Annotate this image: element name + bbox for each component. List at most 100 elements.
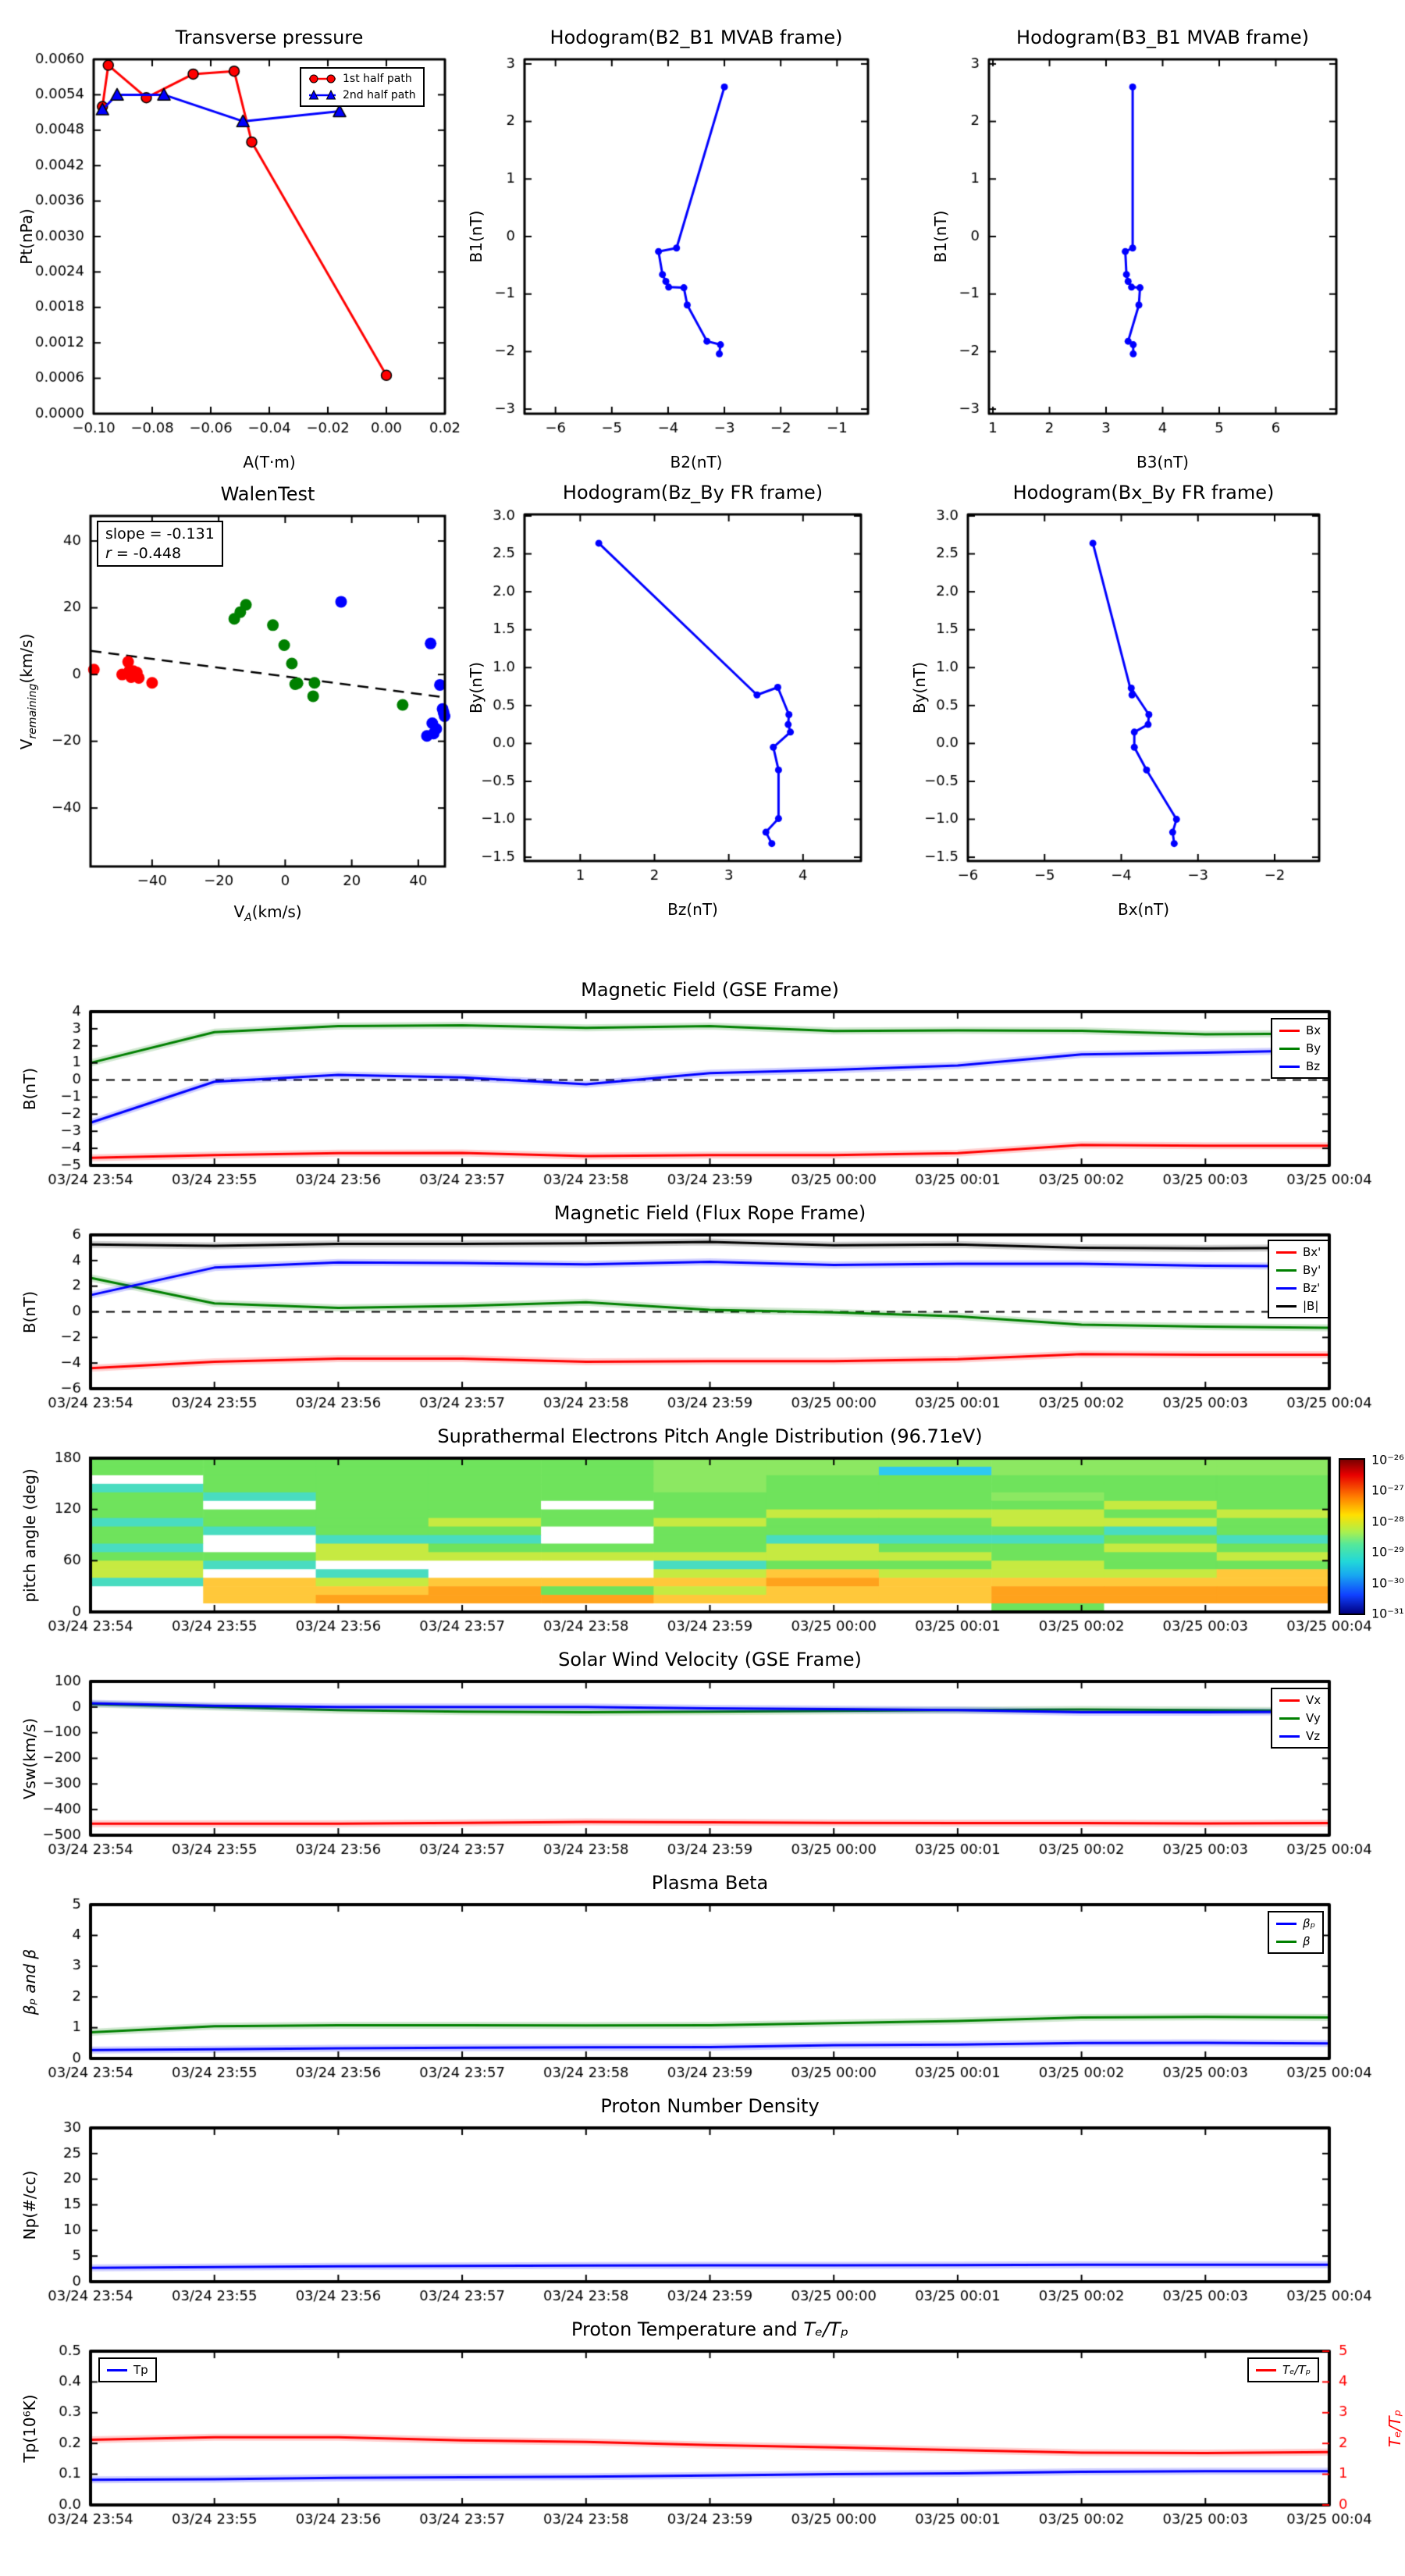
panel-title: Suprathermal Electrons Pitch Angle Distr… [437,1425,983,1447]
y-axis-label: Vremaining(km/s) [17,633,39,749]
plot-title: Hodogram(B2_B1 MVAB frame) [550,27,843,48]
legend-entry: Bx [1279,1023,1321,1037]
legend-entry: Bz [1279,1059,1321,1073]
plot-title: Transverse pressure [175,27,364,48]
line-swatch-icon [1276,1268,1297,1272]
x-axis-label: VA(km/s) [233,902,301,924]
line-swatch-icon [1279,1029,1300,1032]
plot-walen-test: WalenTest VA(km/s) Vremaining(km/s) slop… [16,483,523,927]
legend-tp: Tp [98,2357,157,2382]
hodogram-b2-b1-canvas [450,27,946,475]
plot-transverse-pressure: Transverse pressure A(T·m) Pt(nPa) 1st h… [17,27,523,475]
legend-entry: Bz' [1276,1281,1321,1295]
legend-label: 1st half path [343,73,412,85]
ylabel-sub: remaining [27,683,39,739]
y-axis-label: By(nT) [467,661,486,714]
circle-line-swatch-icon [309,74,336,84]
legend-label: Bx' [1303,1245,1321,1259]
colorbar: 10⁻²⁶ 10⁻²⁷ 10⁻²⁸ 10⁻²⁹ 10⁻³⁰ 10⁻³¹ [1339,1453,1404,1621]
legend: Vx Vy Vz [1271,1688,1330,1749]
panel-pitch-angle-distribution: Suprathermal Electrons Pitch Angle Distr… [16,1425,1405,1673]
colorbar-tick-label: 10⁻²⁹ [1371,1544,1404,1560]
legend-entry: Vx [1279,1693,1321,1707]
legend-label: |B| [1303,1299,1319,1313]
panel-magnetic-field-gse: Magnetic Field (GSE Frame) B(nT) Bx By B… [16,979,1405,1226]
line-swatch-icon [1276,1286,1297,1290]
y-axis-label: B1(nT) [467,210,486,263]
colorbar-tick-label: 10⁻²⁸ [1371,1514,1404,1529]
plot-title: WalenTest [220,483,315,505]
legend-entry: Bx' [1276,1245,1321,1259]
y-axis-label: B1(nT) [931,210,950,263]
ylabel-unit: (km/s) [17,633,36,684]
hodogram-bx-by-canvas [893,482,1397,922]
legend-tetp: Tₑ/Tₚ [1247,2357,1320,2382]
plot-hodogram-b2-b1: Hodogram(B2_B1 MVAB frame) B2(nT) B1(nT) [450,27,946,475]
legend-entry: |B| [1276,1299,1321,1313]
fit-annotation: slope = -0.131 r = -0.448 [97,521,223,568]
y-axis-label: B(nT) [20,1067,39,1110]
legend-entry: Tₑ/Tₚ [1256,2363,1311,2377]
colorbar-tick-label: 10⁻³⁰ [1371,1575,1404,1591]
legend-label: Vy [1306,1711,1321,1725]
r-value: = -0.448 [111,544,182,562]
y-axis-label: Pt(nPa) [17,208,36,265]
line-swatch-icon [1276,1251,1297,1254]
plot-title: Hodogram(Bx_By FR frame) [1012,482,1275,503]
panel-title: Plasma Beta [651,1872,769,1894]
title-text: Proton Temperature and [571,2318,804,2340]
proton-temperature-canvas [16,2318,1405,2566]
legend: βₚ β [1268,1911,1324,1954]
x-axis-label: B2(nT) [670,453,723,471]
colorbar-tick-label: 10⁻²⁶ [1371,1452,1404,1468]
legend-entry: β [1276,1934,1315,1948]
legend-entry: 2nd half path [308,89,416,101]
solar-wind-velocity-canvas [16,1649,1405,1896]
legend-label: Bz' [1303,1281,1321,1295]
x-axis-label: A(T·m) [243,453,296,471]
legend-label: Bx [1306,1023,1321,1037]
slope-value: slope = -0.131 [105,525,215,543]
x-axis-label: Bx(nT) [1117,900,1170,919]
colorbar-tick-label: 10⁻³¹ [1371,1606,1404,1621]
panel-title: Magnetic Field (GSE Frame) [581,979,839,1001]
panel-solar-wind-velocity: Solar Wind Velocity (GSE Frame) Vsw(km/s… [16,1649,1405,1896]
xlabel-base: V [233,902,245,921]
legend-label: β [1303,1934,1311,1948]
line-swatch-icon [1279,1717,1300,1720]
right-y-axis-label: Tₑ/Tₚ [1385,2409,1404,2447]
xlabel-unit: (km/s) [251,902,302,921]
plot-hodogram-bz-by: Hodogram(Bz_By FR frame) Bz(nT) By(nT) [450,482,939,922]
y-axis-label: βₚ and β [20,1948,39,2015]
line-swatch-icon [1279,1065,1300,1068]
y-axis-label: Np(#/cc) [20,2170,39,2240]
legend: Bx By Bz [1271,1018,1330,1079]
y-axis-label: B(nT) [20,1290,39,1333]
panel-title: Proton Temperature and Tₑ/Tₚ [571,2318,848,2340]
panel-magnetic-field-fluxrope: Magnetic Field (Flux Rope Frame) B(nT) B… [16,1202,1405,1450]
line-swatch-icon [1276,1940,1297,1943]
legend: 1st half path 2nd half path [300,67,425,107]
legend-entry: Tp [107,2363,148,2377]
triangle-line-swatch-icon [308,90,336,100]
y-axis-label: pitch angle (deg) [20,1468,39,1603]
transverse-pressure-canvas [19,27,523,475]
y-axis-label: By(nT) [910,661,929,714]
legend-label: Vz [1306,1729,1321,1743]
magnetic-field-fluxrope-canvas [16,1202,1405,1450]
legend-label: By [1306,1041,1321,1055]
hodogram-b3-b1-canvas [914,27,1405,475]
r-symbol: r [105,544,112,562]
legend-label: By' [1303,1263,1321,1277]
legend-label: Tp [133,2363,148,2377]
x-axis-label: Bz(nT) [667,900,718,919]
plot-title: Hodogram(Bz_By FR frame) [562,482,823,503]
proton-density-canvas [16,2095,1405,2343]
panel-plasma-beta: Plasma Beta βₚ and β βₚ β [16,1872,1405,2119]
plasma-beta-canvas [16,1872,1405,2119]
legend-entry: By' [1276,1263,1321,1277]
legend-label: Vx [1306,1693,1321,1707]
legend-label: βₚ [1303,1916,1315,1930]
plot-hodogram-bx-by: Hodogram(Bx_By FR frame) Bx(nT) By(nT) [893,482,1397,922]
